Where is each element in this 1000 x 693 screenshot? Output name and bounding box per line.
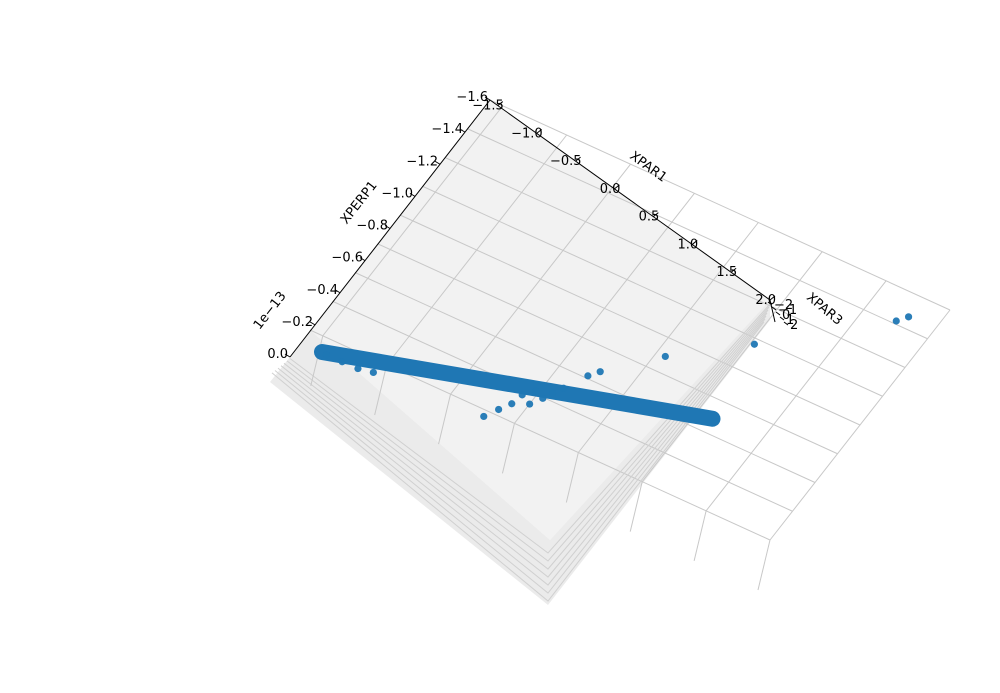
x-tick-label: 0.5	[639, 210, 660, 225]
x-tick	[575, 156, 581, 162]
grid-line-z	[283, 309, 769, 570]
grid-line-floor	[438, 394, 452, 445]
y-tick-label: −0.4	[306, 283, 338, 298]
y-tick	[284, 353, 291, 358]
grid-line-z	[280, 312, 768, 578]
scatter-point	[559, 384, 568, 392]
z-tick	[771, 306, 777, 311]
chart-panes	[270, 100, 770, 605]
grid-line-y	[444, 157, 906, 368]
scatter-point	[354, 364, 362, 373]
scatter-point	[495, 405, 503, 414]
z-tick-label: 2	[790, 318, 798, 333]
x-tick	[536, 128, 542, 134]
scatter-point	[904, 313, 913, 321]
scatter-point	[548, 389, 557, 397]
x-tick-label: 1.0	[678, 237, 699, 252]
grid-line-y	[467, 128, 928, 340]
x-tick	[691, 240, 698, 245]
y-tick-label: 0.0	[267, 347, 288, 362]
scatter-point	[539, 394, 547, 402]
y-tick-label: −0.2	[281, 315, 313, 330]
z-tick	[767, 301, 773, 306]
y-tick-label: −0.8	[356, 219, 388, 234]
grid-line-y	[422, 185, 883, 397]
grid-line-y	[399, 214, 861, 426]
floor-pane	[270, 300, 770, 605]
x-tick	[769, 295, 776, 301]
band-mark	[314, 344, 721, 427]
scatter-point	[584, 372, 592, 380]
y-tick-label: −1.2	[406, 154, 438, 169]
y-tick	[459, 128, 466, 133]
z-tick	[783, 321, 789, 326]
y-tick	[309, 321, 316, 326]
x-tick	[614, 184, 620, 190]
scatter-point	[661, 352, 669, 361]
scatter-point	[526, 400, 534, 408]
scatter-point	[508, 400, 516, 408]
scatter-point	[338, 358, 346, 366]
y-tick-label: −0.6	[331, 251, 363, 266]
z-tick-label: 1	[786, 313, 794, 328]
y-tick-label: −1.6	[456, 90, 488, 105]
grid-line-z	[286, 306, 770, 562]
z-tick	[775, 311, 781, 316]
z-tick-label: −2	[774, 298, 793, 313]
x-tick-label: −0.5	[550, 154, 582, 169]
x-tick-label: 2.0	[755, 293, 776, 308]
x-axis-label: XPAR1	[627, 149, 670, 186]
scatter-point	[480, 412, 488, 421]
z-axis-label: XPAR3	[803, 290, 845, 329]
x-tick-label: −1.0	[511, 126, 543, 141]
y-tick	[384, 225, 391, 229]
scatter-point	[322, 351, 330, 359]
grid-line-y	[332, 300, 793, 512]
y-tick-label: −1.4	[431, 122, 463, 137]
y-tick	[359, 257, 366, 262]
scatter-point	[532, 387, 540, 395]
scatter-point	[518, 391, 526, 399]
z-tick-label: 0	[782, 308, 790, 323]
grid-line-floor	[501, 423, 515, 474]
chart-ticks: −1.5 −1.0 −0.5 0.0 0.5 1.0 1.5 2.0 −1.6 −1.4 −1.2 −…	[267, 90, 798, 362]
x-tick-label: 0.0	[600, 182, 621, 197]
z-tick	[779, 316, 785, 321]
x-tick	[497, 101, 504, 106]
grid-line-floor	[374, 364, 388, 416]
x-tick	[730, 267, 737, 273]
y-tick	[334, 289, 341, 294]
grid-line-y	[377, 243, 838, 455]
back-pane	[310, 100, 770, 540]
chart-marks	[314, 313, 913, 427]
y-tick	[434, 160, 441, 165]
scatter-point	[369, 368, 377, 377]
scatter-point	[892, 317, 900, 325]
x-tick-label: 1.5	[716, 265, 737, 280]
grid-line-z	[277, 315, 767, 586]
y-tick-label: −1.0	[381, 186, 413, 201]
grid-line-floor	[757, 539, 771, 591]
y-tick	[484, 96, 491, 101]
grid-line-y	[489, 99, 951, 311]
grid-line-z	[289, 303, 771, 554]
scatter-point	[750, 340, 758, 348]
x-tick	[653, 212, 659, 218]
x-tick-label: −1.5	[472, 99, 504, 114]
y-tick	[409, 192, 416, 197]
grid-line-floor	[565, 452, 579, 503]
scatter-point	[596, 368, 604, 376]
grid-line-floor	[629, 481, 643, 532]
grid-line-floor	[693, 510, 707, 561]
z-tick-label: −1	[778, 303, 797, 318]
